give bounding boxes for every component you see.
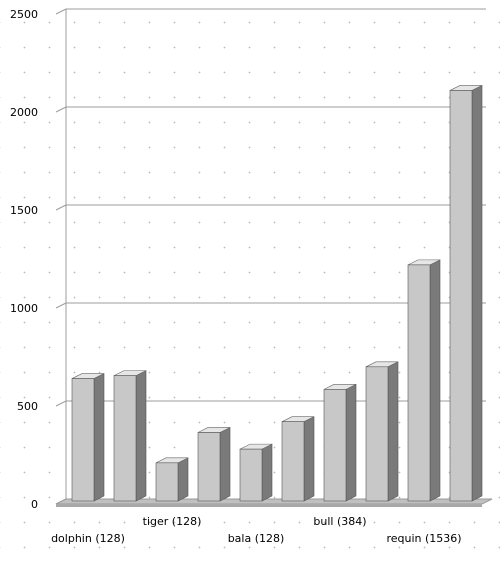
bar (197, 426, 231, 502)
bar (281, 416, 315, 502)
y-tick-label: 2500 (10, 8, 38, 21)
bar (239, 443, 273, 502)
bar (407, 259, 441, 502)
bar-front (407, 264, 431, 502)
bar-side (471, 84, 483, 502)
bar-front (281, 421, 305, 502)
x-tick-label: bala (128) (228, 532, 285, 545)
bar (155, 457, 189, 502)
bar (71, 373, 105, 502)
bar-side (177, 457, 189, 502)
bar-side (303, 416, 315, 502)
gridline-depth (55, 400, 67, 407)
bar (449, 84, 483, 502)
bar-side (429, 259, 441, 502)
bar-side (387, 361, 399, 502)
x-tick-label: dolphin (128) (51, 532, 125, 545)
bar-front (239, 448, 263, 502)
bar-front (71, 378, 95, 502)
bar (365, 361, 399, 502)
floor-edge (56, 504, 482, 507)
bar-front (365, 366, 389, 502)
gridline-depth (55, 204, 67, 211)
bar (113, 370, 147, 502)
grid-layer (55, 8, 486, 407)
bar-side (93, 373, 105, 502)
y-tick-label: 1500 (10, 204, 38, 217)
labels-layer: 0 500 1000 1500 2000 2500 dolphin (128) tiger (… (10, 8, 462, 545)
bar-front (197, 432, 221, 502)
gridline-depth (55, 302, 67, 309)
y-tick-label: 1000 (10, 302, 38, 315)
x-tick-label: tiger (128) (143, 515, 202, 528)
x-tick-label: requin (1536) (386, 532, 461, 545)
bar-front (323, 389, 347, 502)
bar-front (113, 375, 137, 502)
y-tick-label: 0 (31, 498, 38, 511)
bar-side (261, 443, 273, 502)
bar (323, 383, 357, 502)
bar-side (219, 426, 231, 502)
bar-side (135, 370, 147, 502)
y-tick-label: 2000 (10, 106, 38, 119)
bar-front (155, 462, 179, 502)
y-tick-label: 500 (17, 400, 38, 413)
gridline-depth (55, 106, 67, 113)
bars-layer (71, 84, 483, 502)
bar-side (345, 383, 357, 502)
x-tick-label: bull (384) (313, 515, 366, 528)
bar-front (449, 90, 473, 502)
gridline-depth (55, 8, 67, 15)
